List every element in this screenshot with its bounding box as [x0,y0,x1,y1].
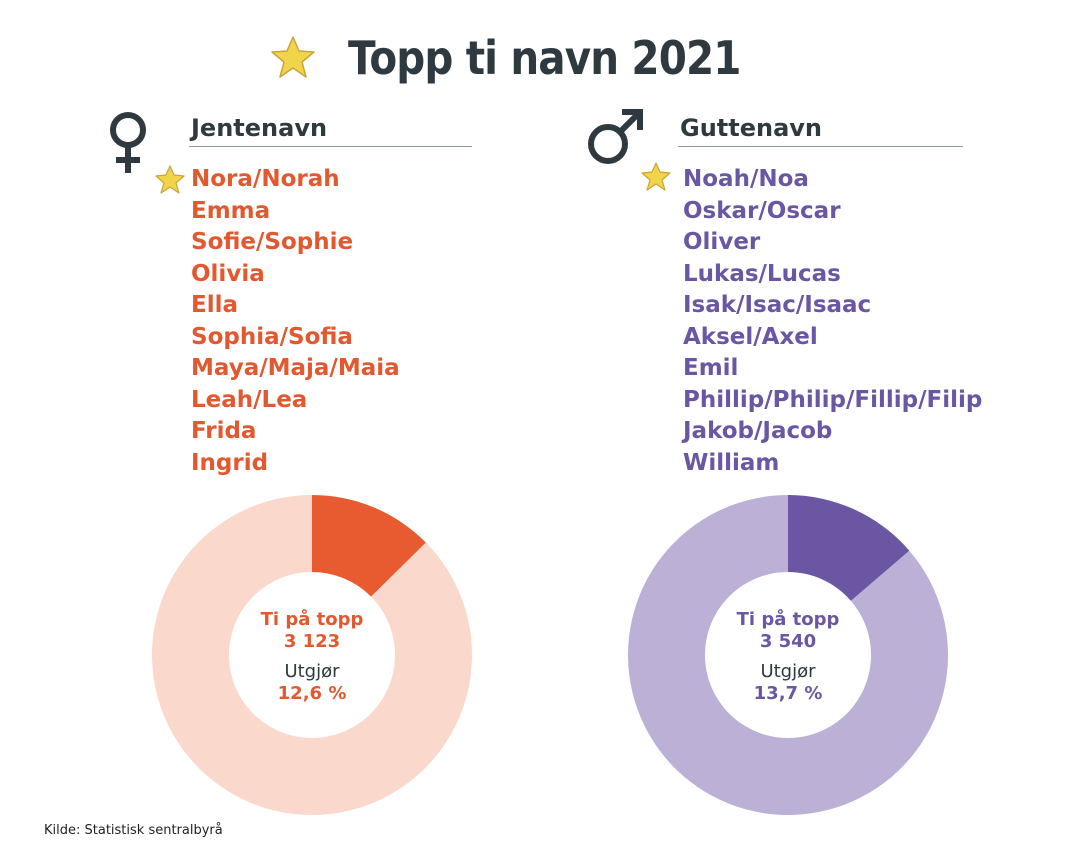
boys-donut-slice-rest [628,495,948,815]
star-icon [271,36,315,78]
list-item: Ella [191,292,238,318]
girls-share-label: Utgjør [284,661,340,682]
list-item: Oskar/Oscar [683,197,841,224]
list-item: Lukas/Lucas [683,260,841,287]
list-item: Sofie/Sophie [191,229,354,255]
boys-heading: Guttenavn [680,114,823,142]
header: Topp ti navn 2021 [0,28,1067,88]
girls-heading-rule [189,146,472,147]
list-item: Ingrid [191,449,269,476]
female-symbol-icon [110,112,146,173]
girls-center-count: 3 123 [283,631,341,652]
list-item: Jakob/Jacob [683,418,833,444]
list-item: Noah/Noa [683,166,809,192]
girls-center-label: Ti på topp [260,609,364,630]
list-item: Maya/Maja/Maia [191,355,400,381]
girls-donut-slice-rest [151,495,472,815]
girls-donut-center: Ti på topp 3 123 Utgjør 12,6 % [232,609,392,705]
girls-heading: Jentenavn [191,114,328,142]
source-note: Kilde: Statistisk sentralbyrå [44,823,223,838]
page-title: Topp ti navn 2021 [348,31,741,85]
list-item: Emil [683,355,739,381]
list-item: William [683,449,780,476]
boys-donut-chart [628,495,948,815]
girls-share-value: 12,6 % [277,683,347,704]
male-symbol-icon [588,109,643,164]
list-item: Frida [191,418,257,444]
list-item: Aksel/Axel [683,323,818,350]
boys-center-count: 3 540 [759,631,817,652]
list-item: Nora/Norah [191,166,340,192]
girls-donut-chart [151,495,472,815]
list-item: Olivia [191,260,265,287]
boys-donut-center: Ti på topp 3 540 Utgjør 13,7 % [708,609,868,705]
star-icon [641,162,671,191]
star-icon [155,165,185,194]
girls-name-list: Nora/Norah Emma Sofie/Sophie Olivia Ella… [191,164,400,479]
boys-share-value: 13,7 % [753,683,823,704]
list-item: Emma [191,197,271,224]
boys-share-label: Utgjør [760,661,816,682]
list-item: Phillip/Philip/Fillip/Filip [683,386,983,413]
list-item: Isak/Isac/Isaac [683,292,872,318]
boys-center-label: Ti på topp [736,609,840,630]
list-item: Sophia/Sofia [191,323,353,350]
list-item: Oliver [683,229,761,255]
list-item: Leah/Lea [191,386,308,413]
boys-heading-rule [678,146,963,147]
girls-donut-slice-top10 [312,495,426,597]
boys-name-list: Noah/Noa Oskar/Oscar Oliver Lukas/Lucas … [683,164,982,479]
boys-donut-slice-top10 [788,495,910,601]
